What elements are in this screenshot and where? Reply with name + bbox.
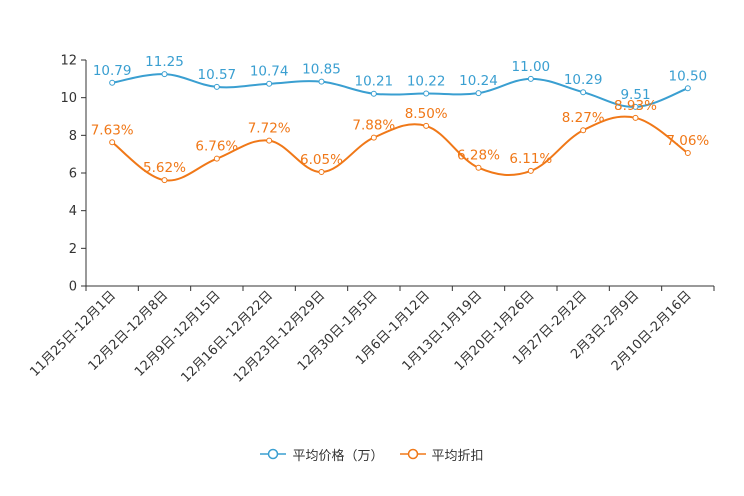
series-0-data-label: 10.21 <box>355 74 394 90</box>
series-1-data-label: 7.72% <box>248 121 291 137</box>
series-1-point <box>423 122 430 129</box>
line-chart: 02468101211月25日-12月1日12月2日-12月8日12月9日-12… <box>27 54 715 386</box>
series-0-data-label: 10.29 <box>564 72 603 88</box>
legend-label-price: 平均价格（万） <box>292 448 384 464</box>
series-1-point <box>109 139 116 146</box>
series-1-data-label: 8.93% <box>614 98 657 114</box>
series-0-point <box>318 78 325 85</box>
series-1-point <box>580 127 587 134</box>
series-0-data-label: 11.25 <box>145 54 184 70</box>
series-1-data-label: 7.63% <box>91 122 134 138</box>
series-0-point <box>684 85 691 92</box>
series-1-point <box>632 114 639 121</box>
series-line-0 <box>111 73 689 108</box>
x-tick-label: 12月16日-12月22日 <box>179 288 276 385</box>
y-tick-label: 2 <box>69 242 77 257</box>
legend-label-discount: 平均折扣 <box>431 448 484 464</box>
series-0-data-label: 10.24 <box>459 73 498 89</box>
series-0-point <box>370 90 377 97</box>
y-tick-label: 4 <box>69 204 77 219</box>
series-1-point <box>266 137 273 144</box>
series-0-data-label: 10.85 <box>302 62 341 78</box>
series-0-point <box>161 71 168 78</box>
legend-item-discount[interactable]: 平均折扣 <box>399 445 484 464</box>
series-1-data-label: 8.27% <box>562 110 605 126</box>
series-0-point <box>266 80 273 87</box>
y-tick-label: 10 <box>60 91 77 106</box>
series-1-point <box>684 150 691 157</box>
series-0-data-label: 10.74 <box>250 64 289 80</box>
series-1-data-label: 7.06% <box>666 133 709 149</box>
legend: 平均价格（万） 平均折扣 <box>0 444 744 464</box>
series-0-point <box>109 79 116 86</box>
series-0-data-label: 11.00 <box>512 59 551 75</box>
series-0-point <box>475 90 482 97</box>
series-0-point <box>213 83 220 90</box>
series-1-point <box>475 164 482 171</box>
y-tick-label: 12 <box>60 54 77 69</box>
series-0-data-label: 10.50 <box>669 68 708 84</box>
series-1-data-label: 5.62% <box>143 160 186 176</box>
series-1-point <box>213 155 220 162</box>
series-0-data-label: 10.22 <box>407 74 446 90</box>
series-1-point <box>370 134 377 141</box>
y-tick-label: 6 <box>69 167 77 182</box>
series-0-data-label: 9.51 <box>620 87 650 103</box>
x-tick-label: 11月25日-12月1日 <box>27 288 119 380</box>
series-line-1 <box>111 115 689 182</box>
series-1-point <box>161 177 168 184</box>
series-0-point <box>580 89 587 96</box>
y-tick-label: 8 <box>69 129 77 144</box>
legend-item-price[interactable]: 平均价格（万） <box>260 445 384 464</box>
legend-line-circle-icon <box>399 448 426 460</box>
series-0-data-label: 10.79 <box>93 63 132 79</box>
y-tick-label: 0 <box>69 280 77 295</box>
x-tick-label: 12月23日-12月29日 <box>231 288 328 385</box>
series-0-point <box>632 103 639 110</box>
series-0-point <box>527 75 534 82</box>
series-1-point <box>527 167 534 174</box>
series-0-point <box>423 90 430 97</box>
series-0-data-label: 10.57 <box>198 67 237 83</box>
series-1-data-label: 6.05% <box>300 152 343 168</box>
series-1-data-label: 8.50% <box>405 106 448 122</box>
series-1-data-label: 6.76% <box>195 139 238 155</box>
series-1-point <box>318 169 325 176</box>
series-1-data-label: 6.11% <box>509 151 552 167</box>
series-1-data-label: 7.88% <box>352 118 395 134</box>
legend-line-circle-icon <box>260 448 287 460</box>
series-1-data-label: 6.28% <box>457 148 500 164</box>
